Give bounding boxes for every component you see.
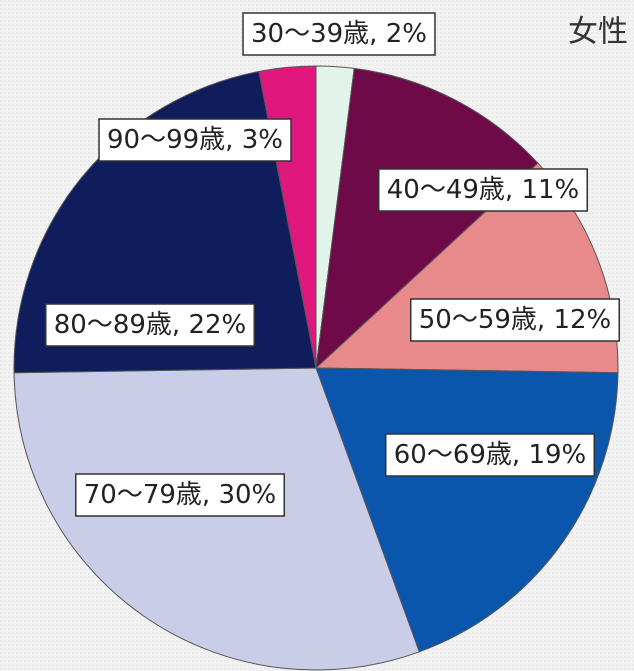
data-label: 80～89歳, 22% <box>54 310 247 340</box>
data-label: 30～39歳, 2% <box>251 19 427 49</box>
label-box <box>98 118 292 162</box>
data-label: 40～49歳, 11% <box>387 175 580 205</box>
label-box <box>385 433 595 477</box>
pie-slice <box>315 67 539 370</box>
data-label: 50～59歳, 12% <box>419 305 612 335</box>
label-box <box>45 303 255 347</box>
data-label: 90～99歳, 3% <box>107 125 283 155</box>
label-box <box>242 12 436 56</box>
label-box <box>75 473 285 517</box>
data-label: 70～79歳, 30% <box>84 480 277 510</box>
label-box <box>378 168 588 212</box>
data-label: 60～69歳, 19% <box>394 440 587 470</box>
chart-title: 女性 <box>568 15 628 50</box>
pie-slice <box>13 367 420 671</box>
label-box <box>410 298 620 342</box>
